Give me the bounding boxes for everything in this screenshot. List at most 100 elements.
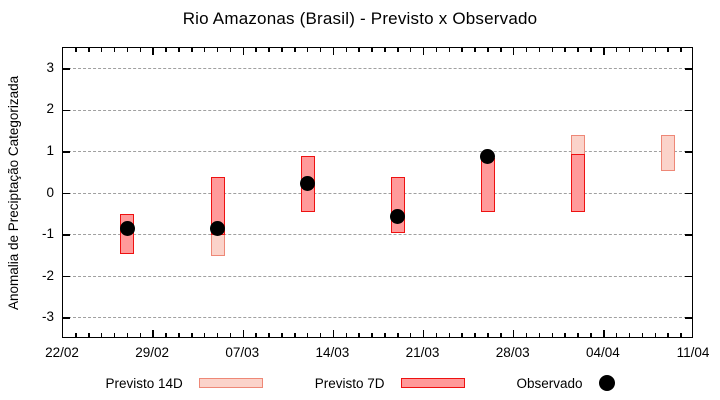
x-minor-tick (680, 48, 682, 52)
y-major-tick (63, 275, 70, 278)
x-major-tick (332, 330, 335, 337)
y-major-tick (63, 234, 70, 236)
y-major-tick (685, 192, 692, 195)
x-minor-tick (500, 48, 502, 52)
x-tick-label: 21/03 (405, 345, 440, 360)
legend: Previsto 14D Previsto 7D Observado (0, 370, 720, 396)
y-major-tick (685, 275, 692, 278)
x-minor-tick (564, 48, 566, 52)
x-minor-tick (525, 333, 528, 337)
x-minor-tick (306, 48, 309, 52)
x-minor-tick (474, 333, 476, 337)
gridline (63, 275, 692, 277)
gridline (63, 68, 692, 70)
x-minor-tick (461, 333, 463, 337)
x-major-tick (422, 330, 425, 337)
x-minor-tick (409, 333, 412, 337)
x-major-tick (512, 330, 515, 337)
gridline (63, 192, 692, 194)
x-minor-tick (255, 48, 257, 52)
x-minor-tick (229, 48, 232, 52)
observado-point (390, 208, 406, 224)
x-minor-tick (229, 333, 232, 337)
x-minor-tick (461, 48, 463, 52)
x-minor-tick (203, 48, 206, 52)
y-major-tick (63, 151, 70, 153)
observado-point (119, 221, 135, 237)
y-major-tick (63, 192, 70, 195)
x-minor-tick (75, 333, 77, 337)
x-minor-tick (255, 333, 257, 337)
legend-item-previsto-7d: Previsto 7D (315, 376, 465, 391)
x-tick-label: 11/04 (676, 345, 710, 360)
x-minor-tick (538, 48, 541, 52)
x-minor-tick (680, 333, 682, 337)
y-major-tick (685, 151, 692, 153)
x-minor-tick (178, 333, 180, 337)
x-minor-tick (654, 48, 657, 52)
x-minor-tick (474, 48, 476, 52)
y-tick-label: 3 (46, 59, 54, 75)
x-minor-tick (590, 333, 592, 337)
x-minor-tick (487, 48, 489, 52)
legend-label-previsto-14d: Previsto 14D (105, 375, 183, 391)
x-minor-tick (654, 333, 657, 337)
legend-label-observado: Observado (516, 375, 583, 391)
x-minor-tick (358, 48, 360, 52)
previsto-7d-bar (480, 158, 495, 213)
x-minor-tick (100, 48, 103, 52)
x-minor-tick (319, 48, 322, 52)
x-minor-tick (88, 333, 90, 337)
chart-title: Rio Amazonas (Brasil) - Previsto x Obser… (182, 9, 538, 28)
previsto-7d-bar (390, 176, 405, 233)
previsto-14d-swatch (198, 378, 263, 388)
y-major-tick (685, 234, 692, 236)
x-minor-tick (500, 333, 502, 337)
x-minor-tick (641, 333, 644, 337)
x-minor-tick (268, 333, 270, 337)
x-tick-label: 28/03 (495, 345, 530, 360)
x-minor-tick (191, 333, 193, 337)
observado-point (210, 221, 226, 237)
x-minor-tick (358, 333, 360, 337)
legend-item-observado: Observado (517, 375, 615, 391)
gridline (63, 317, 692, 319)
previsto-7d-bar (571, 154, 586, 213)
legend-label-previsto-7d: Previsto 7D (314, 375, 385, 391)
x-minor-tick (306, 333, 309, 337)
x-minor-tick (191, 48, 193, 52)
previsto-7d-swatch (400, 378, 465, 388)
x-minor-tick (538, 333, 541, 337)
x-minor-tick (139, 333, 141, 337)
x-major-tick (242, 48, 245, 55)
plot-area (62, 47, 693, 338)
x-minor-tick (641, 48, 644, 52)
y-major-tick (685, 109, 692, 112)
x-tick-label: 07/03 (225, 345, 260, 360)
x-tick-label: 04/04 (585, 345, 620, 360)
x-minor-tick (178, 48, 180, 52)
x-minor-tick (590, 48, 592, 52)
x-minor-tick (564, 333, 566, 337)
x-minor-tick (345, 48, 348, 52)
x-minor-tick (371, 48, 373, 52)
gridline (63, 234, 692, 236)
y-major-tick (685, 317, 692, 319)
x-minor-tick (126, 333, 129, 337)
x-minor-tick (525, 48, 528, 52)
x-minor-tick (384, 48, 386, 52)
x-minor-tick (281, 48, 283, 52)
x-minor-tick (165, 333, 167, 337)
x-minor-tick (345, 333, 348, 337)
x-major-tick (152, 330, 154, 337)
x-minor-tick (268, 48, 270, 52)
x-minor-tick (435, 48, 438, 52)
x-minor-tick (667, 333, 669, 337)
x-minor-tick (384, 333, 386, 337)
x-minor-tick (577, 333, 579, 337)
x-minor-tick (319, 333, 322, 337)
x-major-tick (332, 48, 335, 55)
x-minor-tick (409, 48, 412, 52)
y-tick-label: 0 (46, 184, 54, 200)
y-tick-label: -2 (41, 267, 54, 283)
